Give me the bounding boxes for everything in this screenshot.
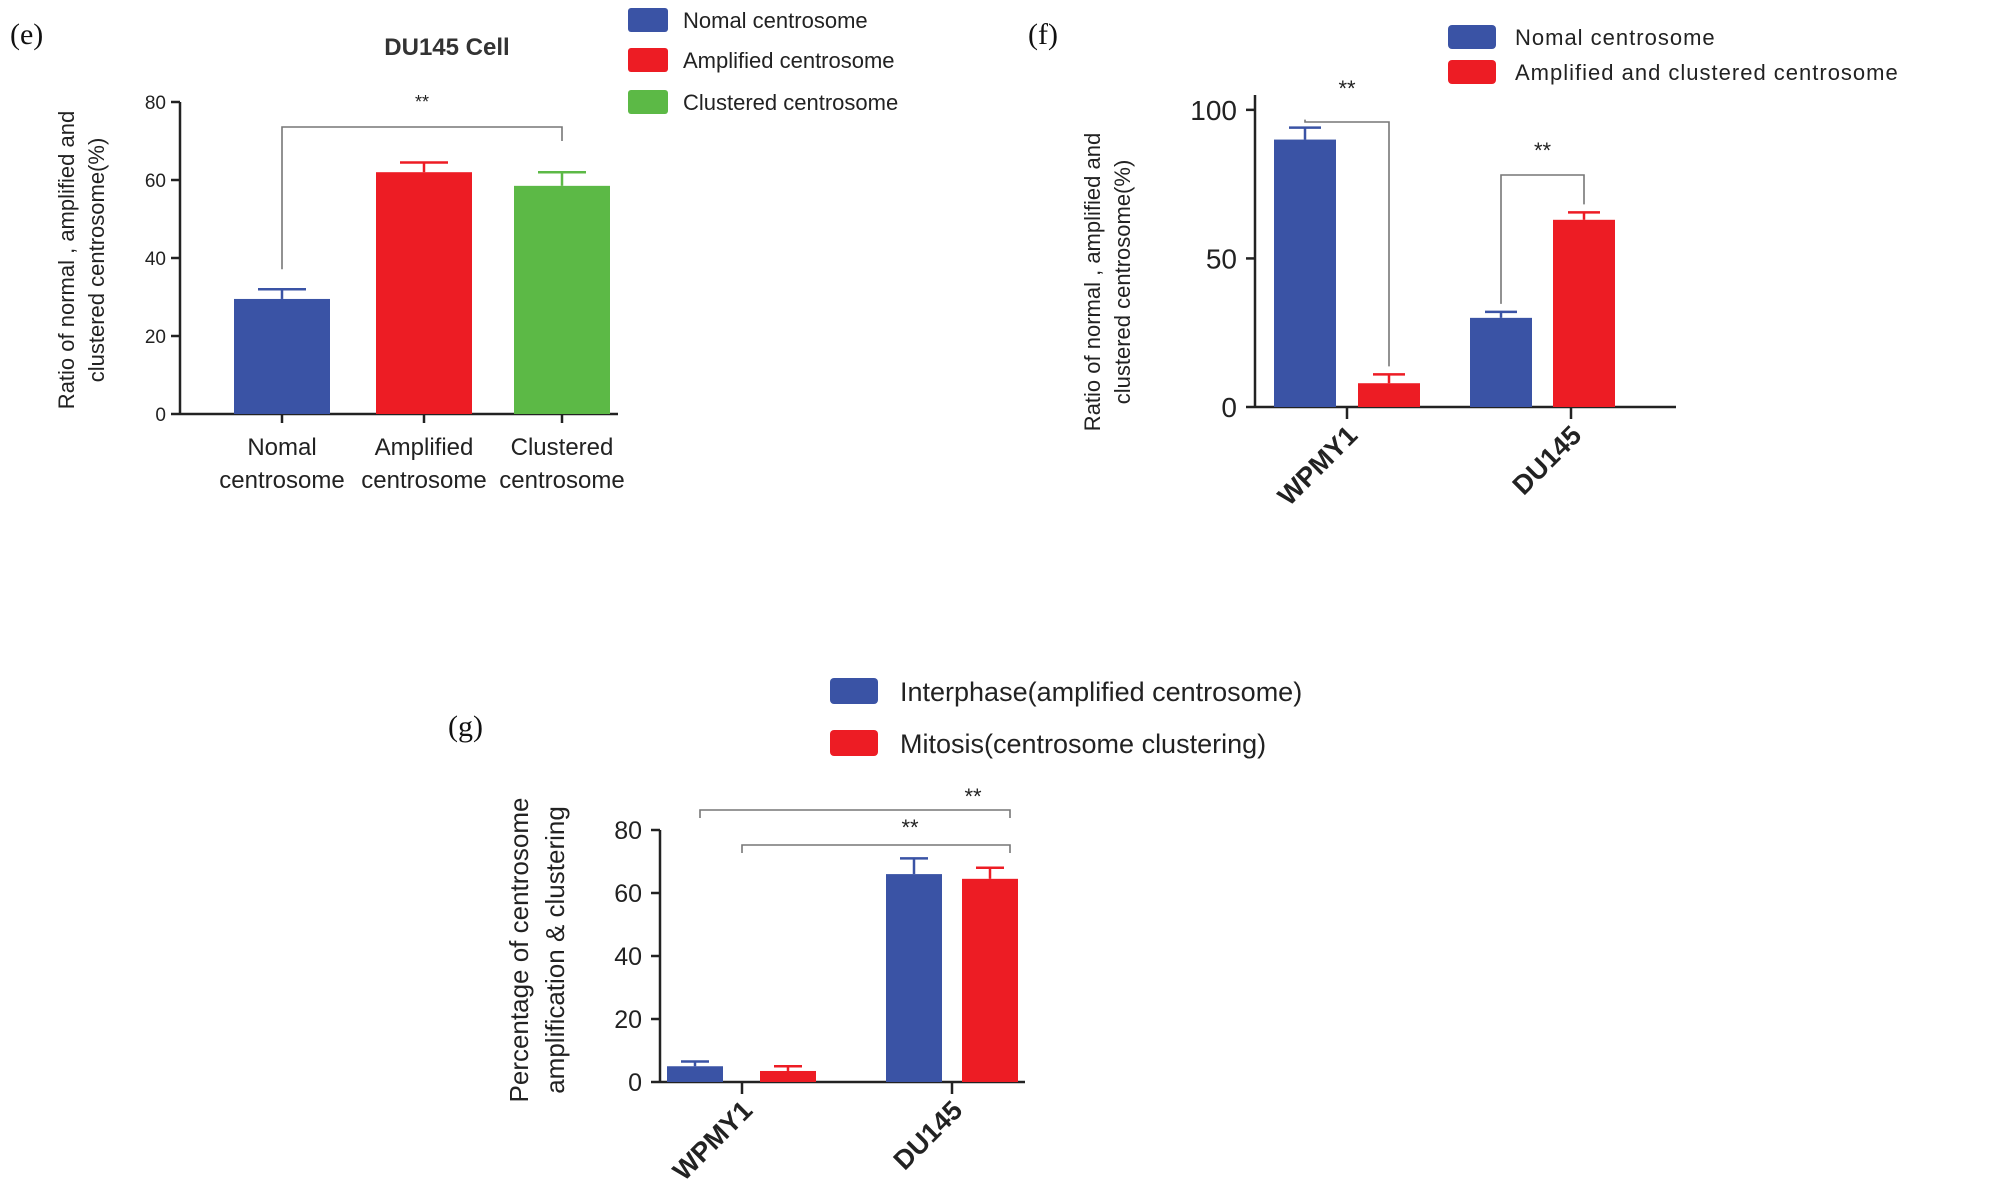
chart-e-ylabel: Ratio of normal , amplified and clustere… [54,111,109,409]
bar [962,878,1018,1082]
legend-swatch-amplified-clustered [1448,60,1496,84]
legend-swatch-interphase [830,678,878,704]
significance-bracket [1500,174,1585,304]
chart-g-ylabel-line1: Percentage of centrosome [504,798,534,1103]
significance-bracket [281,126,563,270]
panel-label-e: (e) [10,18,43,51]
legend-label-amplified: Amplified centrosome [683,48,895,73]
chart-f-ylabel-line2: clustered centrosome(%) [1110,160,1135,405]
panel-label-g: (g) [448,710,483,743]
legend-swatch-normal [1448,25,1496,49]
x-tick-label: Nomal [247,434,316,461]
significance-bracket [1304,119,1390,367]
y-tick-label: 0 [155,405,166,426]
y-tick-label: 60 [614,880,642,908]
legend-swatch-mitosis [830,730,878,756]
chart-g-legend: Interphase(amplified centrosome) Mitosis… [830,677,1302,759]
bar [514,185,610,414]
bar [234,298,330,414]
bar [667,1066,723,1082]
x-tick-label: DU145 [888,1095,969,1176]
legend-label-interphase: Interphase(amplified centrosome) [900,677,1302,707]
chart-e-plot: 0 20 40 60 80 Nomal centrosome Amplified centros… [145,92,625,494]
chart-e-title: DU145 Cell [384,34,509,61]
panel-label-f: (f) [1028,18,1058,51]
chart-g-ylabel: Percentage of centrosome amplification &… [504,798,570,1103]
chart-f-legend: Nomal centrosome Amplified and clustered… [1448,25,1899,85]
legend-label-mitosis: Mitosis(centrosome clustering) [900,729,1266,759]
y-tick-label: 40 [614,943,642,971]
x-tick-label: centrosome [219,467,344,494]
y-tick-label: 80 [145,93,166,114]
y-tick-label: 20 [614,1006,642,1034]
legend-label-amplified-clustered: Amplified and clustered centrosome [1515,60,1899,85]
bar [1470,317,1532,407]
y-tick-label: 40 [145,249,166,270]
bar [1358,383,1420,407]
chart-e-ylabel-line1: Ratio of normal , amplified and [54,111,79,409]
bar [1553,219,1615,407]
significance-label: ** [1534,138,1552,163]
y-tick-label: 0 [628,1069,642,1097]
x-tick-label: Amplified [375,434,474,461]
bar [886,874,942,1082]
chart-f-ylabel-line1: Ratio of normal , amplified and [1080,133,1105,431]
x-tick-label: WPMY1 [667,1095,758,1186]
y-tick-label: 100 [1190,95,1237,126]
x-tick-label: Clustered [511,434,614,461]
chart-f-plot: 0 50 100 WPMY1 DU145 ** ** [1190,76,1676,511]
significance-bracket [741,844,1011,853]
y-tick-label: 50 [1206,244,1237,275]
chart-e-ylabel-line2: clustered centrosome(%) [84,138,109,383]
y-tick-label: 20 [145,327,166,348]
chart-e-legend: Nomal centrosome Amplified centrosome Cl… [628,8,898,115]
legend-swatch-amplified [628,48,668,72]
x-tick-label: centrosome [499,467,624,494]
chart-f-ylabel: Ratio of normal , amplified and clustere… [1080,133,1135,431]
significance-label: ** [1338,76,1356,101]
x-tick-label: DU145 [1507,420,1588,501]
y-tick-label: 80 [614,817,642,845]
legend-label-clustered: Clustered centrosome [683,90,898,115]
legend-swatch-normal [628,8,668,32]
significance-label: ** [415,92,429,112]
y-tick-label: 0 [1221,392,1237,423]
legend-label-normal: Nomal centrosome [1515,25,1716,50]
significance-label: ** [901,815,919,840]
bar [760,1070,816,1082]
bar [376,172,472,414]
legend-label-normal: Nomal centrosome [683,8,868,33]
y-tick-label: 60 [145,171,166,192]
significance-label: ** [964,784,982,809]
x-tick-label: WPMY1 [1272,420,1363,511]
legend-swatch-clustered [628,90,668,114]
chart-g-plot: 0 20 40 60 80 WPMY1 DU145 ** ** [614,784,1025,1186]
chart-g-ylabel-line2: amplification & clustering [540,806,570,1094]
significance-bracket [699,809,1011,818]
bar [1274,139,1336,408]
x-tick-label: centrosome [361,467,486,494]
